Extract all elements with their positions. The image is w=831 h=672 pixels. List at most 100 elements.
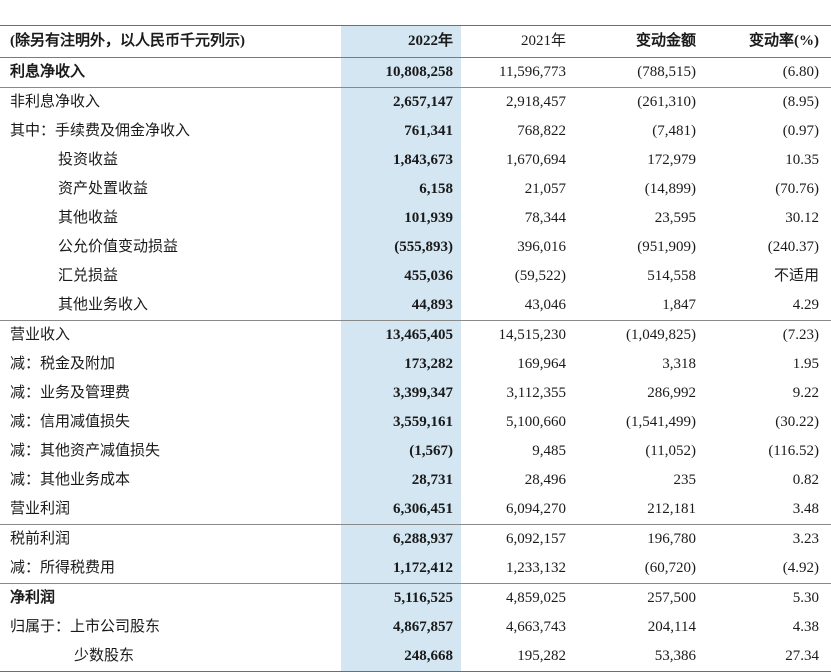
- table-body: 利息净收入 10,808,258 11,596,773 (788,515) (6.80)…: [0, 58, 831, 671]
- value-2022: 44,893: [341, 291, 461, 320]
- value-change-amount: (60,720): [644, 560, 696, 576]
- table-row: 归属于：上市公司股东 4,867,857 4,663,743 204,114 4.38: [0, 613, 831, 642]
- value-change-rate: 0.82: [792, 472, 819, 488]
- table-row: 减：其他资产减值损失 (1,567) 9,485 (11,052) (116.52): [0, 437, 831, 466]
- value-2022: 1,172,412: [341, 554, 461, 583]
- value-2022: 4,867,857: [341, 613, 461, 642]
- table-header-row: (除另有注明外，以人民币千元列示) 2022年 2021年 变动金额 变动率(%…: [0, 26, 831, 58]
- value-change-amount: (14,899): [644, 181, 696, 197]
- row-label: 其他业务收入: [58, 297, 149, 313]
- value-change-amount: 212,181: [647, 501, 696, 517]
- value-2022: (1,567): [341, 437, 461, 466]
- value-change-amount: 514,558: [647, 268, 696, 284]
- value-change-amount: 172,979: [647, 152, 696, 168]
- value-2022: 6,306,451: [341, 495, 461, 524]
- value-2021: 6,094,270: [506, 501, 566, 517]
- value-change-rate: 5.30: [792, 590, 819, 606]
- value-2022: 101,939: [341, 204, 461, 233]
- value-2021: 1,670,694: [506, 152, 566, 168]
- value-2022: 6,158: [341, 175, 461, 204]
- value-2021: 14,515,230: [498, 327, 567, 343]
- table-row: 汇兑损益 455,036 (59,522) 514,558 不适用: [0, 262, 831, 291]
- value-change-rate: 10.35: [785, 152, 819, 168]
- value-change-amount: 286,992: [647, 385, 696, 401]
- table-row: 其他收益 101,939 78,344 23,595 30.12: [0, 204, 831, 233]
- column-header-2021: 2021年: [520, 33, 566, 49]
- value-change-amount: (788,515): [637, 64, 696, 80]
- row-label: 公允价值变动损益: [58, 239, 179, 255]
- value-2021: 169,964: [517, 356, 566, 372]
- value-2021: 28,496: [524, 472, 566, 488]
- value-change-rate: (240.37): [767, 239, 819, 255]
- row-label: 减：其他资产减值损失: [10, 443, 161, 459]
- value-change-rate: 4.29: [792, 297, 819, 313]
- value-change-rate: 4.38: [792, 619, 819, 635]
- column-header-2022: 2022年: [341, 26, 461, 57]
- table-row: 减：所得税费用 1,172,412 1,233,132 (60,720) (4.92): [0, 554, 831, 584]
- value-change-rate: (0.97): [782, 123, 819, 139]
- table-row: 减：其他业务成本 28,731 28,496 235 0.82: [0, 466, 831, 495]
- value-2022: 28,731: [341, 466, 461, 495]
- row-label: 非利息净收入: [10, 94, 101, 110]
- value-2021: 768,822: [517, 123, 566, 139]
- value-2021: (59,522): [514, 268, 566, 284]
- value-2021: 43,046: [524, 297, 566, 313]
- value-change-amount: (7,481): [652, 123, 696, 139]
- value-2021: 78,344: [524, 210, 566, 226]
- row-label: 其他收益: [58, 210, 119, 226]
- row-label: 营业利润: [10, 501, 71, 517]
- value-2022: 5,116,525: [341, 584, 461, 613]
- table-row: 利息净收入 10,808,258 11,596,773 (788,515) (6.80): [0, 58, 831, 88]
- row-label: 投资收益: [58, 152, 119, 168]
- value-change-amount: 53,386: [654, 648, 696, 664]
- value-change-rate: (7.23): [782, 327, 819, 343]
- value-change-rate: (6.80): [782, 64, 819, 80]
- value-change-amount: 23,595: [654, 210, 696, 226]
- row-label: 汇兑损益: [58, 268, 119, 284]
- row-label: 减：税金及附加: [10, 356, 116, 372]
- value-change-rate: 1.95: [792, 356, 819, 372]
- column-header-change-amount: 变动金额: [635, 33, 696, 49]
- table-row: 营业收入 13,465,405 14,515,230 (1,049,825) (7.23…: [0, 321, 831, 350]
- value-change-amount: 235: [673, 472, 697, 488]
- row-label: 减：信用减值损失: [10, 414, 131, 430]
- row-label: 资产处置收益: [58, 181, 149, 197]
- table-row: 净利润 5,116,525 4,859,025 257,500 5.30: [0, 584, 831, 613]
- table-row: 非利息净收入 2,657,147 2,918,457 (261,310) (8.95): [0, 88, 831, 117]
- value-change-rate: (30.22): [775, 414, 819, 430]
- table-row: 减：信用减值损失 3,559,161 5,100,660 (1,541,499) (30…: [0, 408, 831, 437]
- row-label: 减：业务及管理费: [10, 385, 131, 401]
- value-2021: 6,092,157: [506, 531, 566, 547]
- value-2022: 6,288,937: [341, 525, 461, 554]
- table-row: 少数股东 248,668 195,282 53,386 27.34: [0, 642, 831, 671]
- value-2021: 5,100,660: [506, 414, 566, 430]
- value-change-rate: (8.95): [782, 94, 819, 110]
- row-label: 营业收入: [10, 327, 71, 343]
- table-row: 减：税金及附加 173,282 169,964 3,318 1.95: [0, 350, 831, 379]
- value-change-rate: (70.76): [775, 181, 819, 197]
- value-change-amount: (1,049,825): [626, 327, 696, 343]
- value-change-amount: 257,500: [647, 590, 696, 606]
- table-row: 其他业务收入 44,893 43,046 1,847 4.29: [0, 291, 831, 321]
- value-2022: 13,465,405: [341, 321, 461, 350]
- value-change-rate: 9.22: [792, 385, 819, 401]
- value-change-rate: 不适用: [773, 268, 819, 284]
- value-2022: 455,036: [341, 262, 461, 291]
- row-label: 减：所得税费用: [10, 560, 116, 576]
- value-2021: 1,233,132: [506, 560, 566, 576]
- value-change-amount: 204,114: [647, 619, 696, 635]
- value-change-rate: 3.48: [792, 501, 819, 517]
- row-label: 减：其他业务成本: [10, 472, 131, 488]
- value-change-amount: 1,847: [662, 297, 696, 313]
- income-statement-table: (除另有注明外，以人民币千元列示) 2022年 2021年 变动金额 变动率(%…: [0, 25, 831, 672]
- row-label: 归属于：上市公司股东: [10, 619, 161, 635]
- unit-note: (除另有注明外，以人民币千元列示): [10, 33, 245, 49]
- row-label: 净利润: [10, 590, 56, 606]
- value-change-amount: 196,780: [647, 531, 696, 547]
- value-2022: 3,399,347: [341, 379, 461, 408]
- table-row: 营业利润 6,306,451 6,094,270 212,181 3.48: [0, 495, 831, 525]
- row-label: 少数股东: [74, 648, 135, 664]
- value-2022: 173,282: [341, 350, 461, 379]
- value-change-amount: (951,909): [637, 239, 696, 255]
- value-2021: 21,057: [524, 181, 566, 197]
